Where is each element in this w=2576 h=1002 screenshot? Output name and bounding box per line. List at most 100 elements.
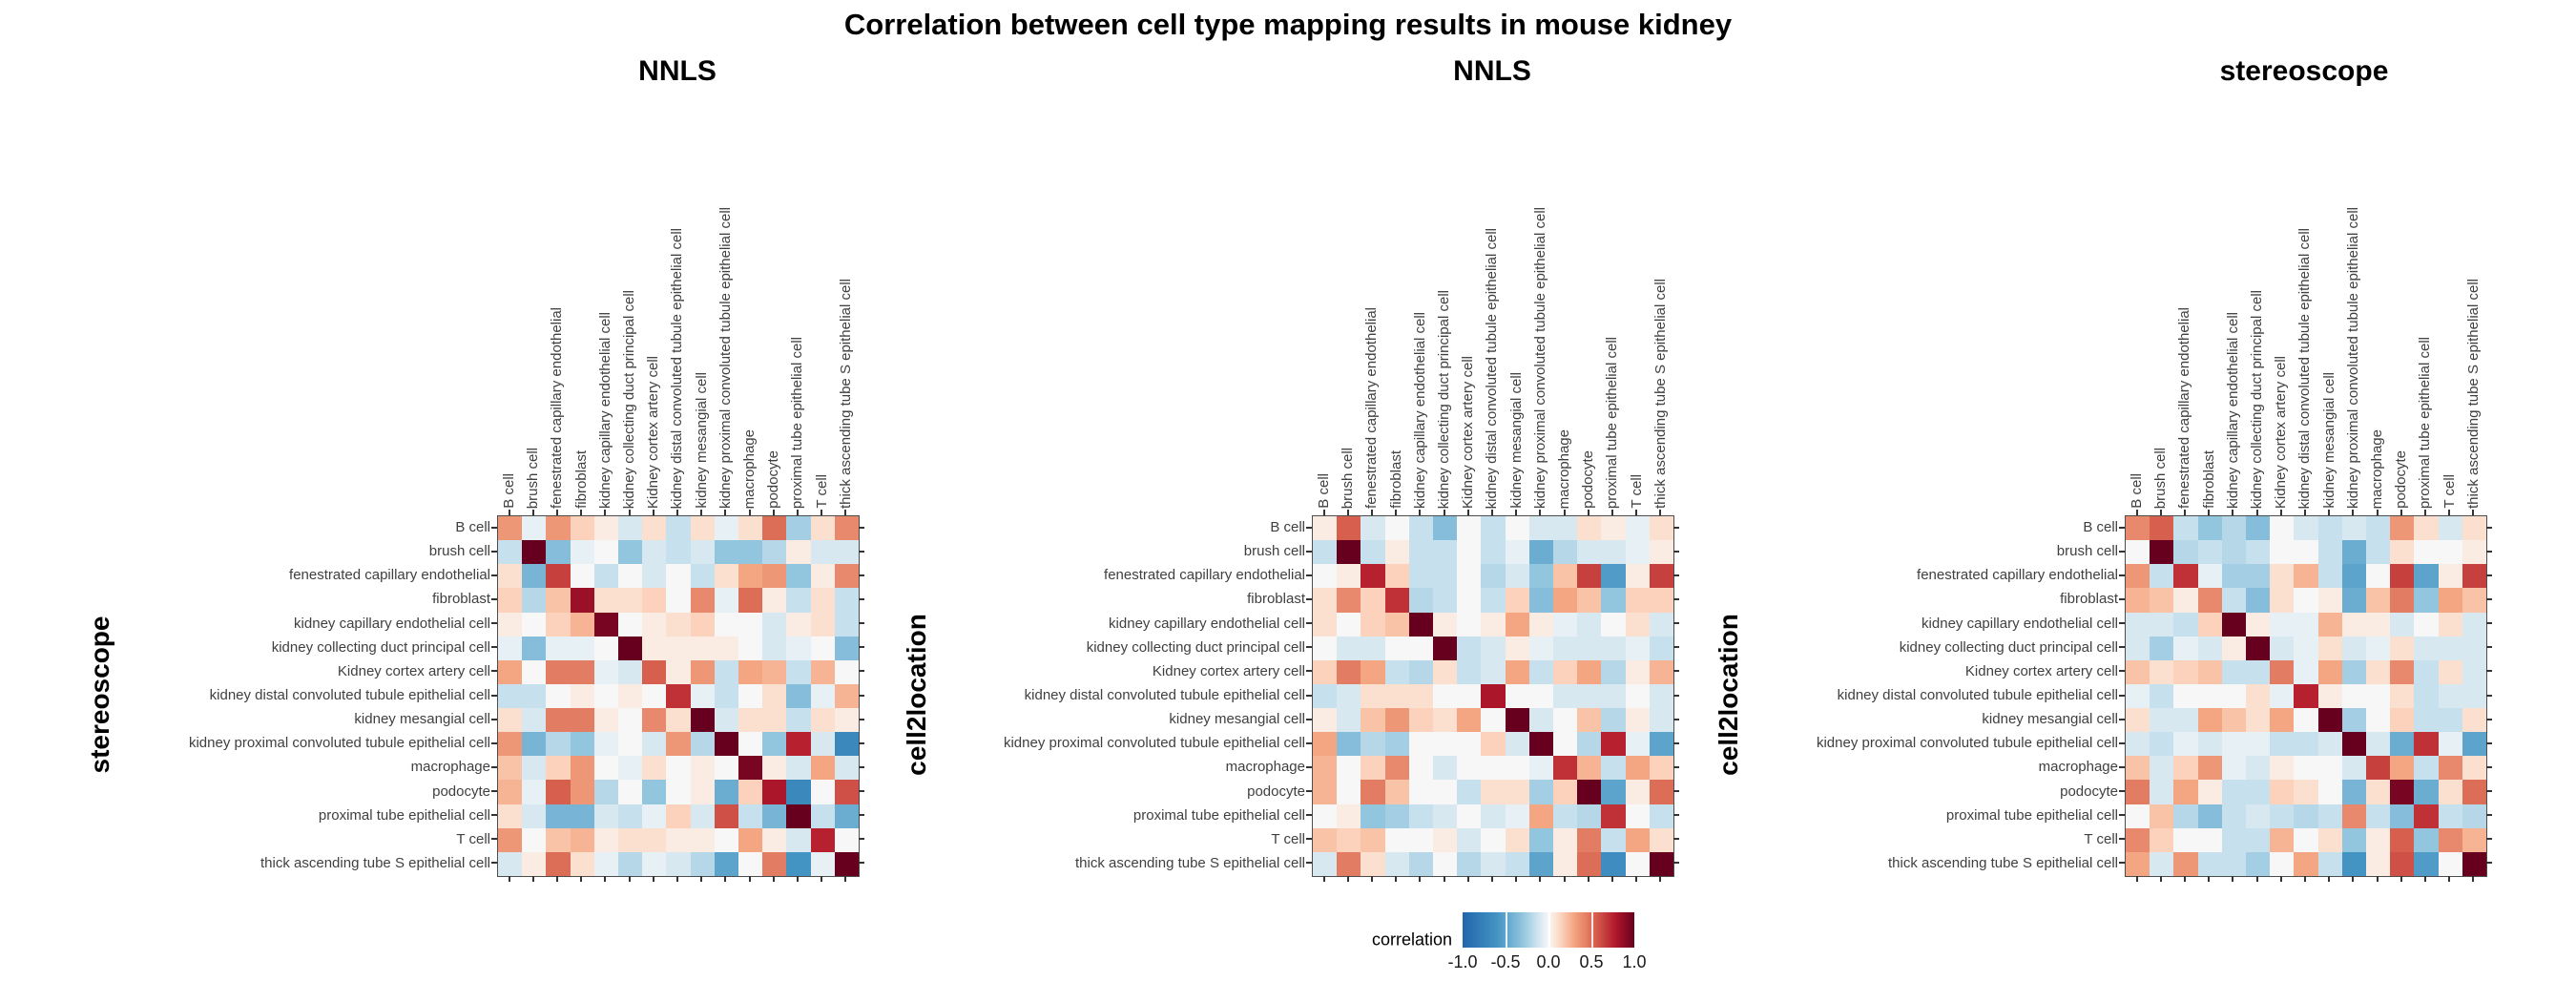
axis-tick [2486,646,2492,649]
col-label-text: B cell [2129,473,2146,509]
heatmap-cell [618,612,643,637]
heatmap-cell [2221,804,2247,829]
heatmap-cell [1337,516,1361,541]
heatmap-cell [2294,516,2319,541]
heatmap-cell [1553,851,1578,877]
col-label: fibroblast [1384,86,1408,509]
heatmap-cell [738,540,763,565]
row-label: kidney collecting duct principal cell [1899,638,2118,656]
heatmap-cell [1457,780,1482,805]
heatmap-cell [1408,659,1434,685]
heatmap-cell [522,540,547,565]
axis-tick [1673,814,1679,817]
heatmap-cell [2197,612,2223,637]
heatmap-cell [618,708,643,733]
heatmap-cell [1528,659,1554,685]
heatmap-cell [1481,588,1506,614]
heatmap-cell [522,612,547,637]
row-label: kidney distal convoluted tubule epitheli… [1024,686,1305,703]
axis-tick [1322,510,1325,515]
row-label: thick ascending tube S epithelial cell [1075,854,1305,871]
heatmap-cell [593,804,619,829]
axis-tick [1306,622,1312,625]
heatmap-cell [2366,780,2391,805]
heatmap-cell [2366,732,2391,757]
heatmap-cell [762,683,787,709]
heatmap-cell [522,708,547,733]
heatmap-cell [1384,564,1410,589]
axis-tick [1659,510,1662,515]
heatmap-cell [2438,636,2463,661]
axis-tick [2486,550,2492,553]
heatmap-cell [2317,851,2343,877]
heatmap-cell [1528,804,1554,829]
heatmap-cell [1481,659,1506,685]
axis-tick [1587,510,1589,515]
heatmap-cell [498,683,523,709]
heatmap-cell [1337,804,1361,829]
heatmap-cell [834,708,860,733]
heatmap-cell [1649,683,1674,709]
heatmap-cell [834,851,860,877]
col-label: proximal tube epithelial cell [785,86,809,509]
heatmap-cell [1337,756,1361,781]
row-label: kidney proximal convoluted tubule epithe… [1003,735,1305,752]
axis-tick [2486,862,2492,865]
axis-tick [1491,510,1493,515]
heatmap-cell [2414,564,2440,589]
axis-tick [1673,526,1679,529]
heatmap-cell [1553,659,1578,685]
heatmap-cell [1408,516,1434,541]
heatmap-cell [2414,827,2440,853]
col-label-text: brush cell [1340,447,1357,509]
col-label-text: kidney mesangial cell [1507,372,1525,509]
heatmap-cell [546,804,571,829]
heatmap-cell [2246,636,2271,661]
heatmap-cell [714,588,739,614]
heatmap-cell [2221,588,2247,614]
heatmap-cell [834,756,860,781]
heatmap-cell [2126,708,2150,733]
heatmap-cell [2173,516,2199,541]
heatmap-cell [834,636,860,661]
heatmap-cell [498,516,523,541]
heatmap-cell [546,708,571,733]
row-label: kidney mesangial cell [354,711,490,728]
heatmap-cell [1481,827,1506,853]
heatmap-cell [1577,540,1602,565]
heatmap-cell [2390,588,2415,614]
axis-tick [1673,790,1679,793]
heatmap-cell [1649,659,1674,685]
axis-tick [1673,550,1679,553]
heatmap-cell [2173,708,2199,733]
axis-tick [1306,718,1312,720]
heatmap-cell [1313,564,1338,589]
heatmap-cell [1601,732,1627,757]
row-label: proximal tube epithelial cell [1945,806,2118,824]
colorbar-tick-label: -0.5 [1490,952,1521,971]
heatmap-cell [666,516,692,541]
heatmap-cell [690,659,716,685]
axis-tick [1539,876,1542,882]
heatmap-cell [714,732,739,757]
heatmap-cell [546,756,571,781]
heatmap-cell [593,636,619,661]
heatmap-cell [1649,636,1674,661]
heatmap-cell [714,708,739,733]
heatmap-cell [786,659,812,685]
col-label-text: podocyte [2393,450,2410,509]
heatmap-cell [2294,708,2319,733]
heatmap-cell [2197,780,2223,805]
heatmap-cell [786,540,812,565]
row-label: B cell [1270,519,1305,536]
heatmap-cell [2341,683,2367,709]
axis-tick [859,814,864,817]
col-label: thick ascending tube S epithelial cell [2462,86,2485,509]
heatmap-cell [1408,732,1434,757]
heatmap-cell [1505,683,1530,709]
col-label: kidney distal convoluted tubule epitheli… [665,86,689,509]
heatmap-cell [498,804,523,829]
heatmap-cell [666,588,692,614]
heatmap-cell [2270,636,2295,661]
heatmap-cell [2366,612,2391,637]
